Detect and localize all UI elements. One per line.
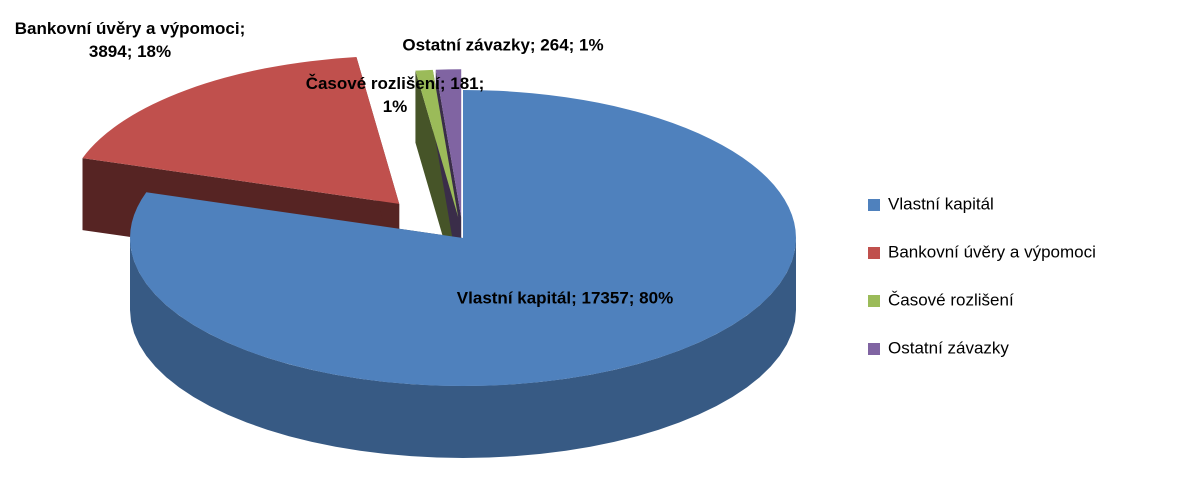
data-label: Časové rozlišení; 181; 1% [305, 74, 485, 116]
data-label: Vlastní kapitál; 17357; 80% [456, 288, 674, 308]
data-label: Ostatní závazky; 264; 1% [402, 35, 604, 55]
legend-label: Vlastní kapitál [888, 194, 994, 213]
legend-swatch [868, 247, 880, 259]
legend: Vlastní kapitál Bankovní úvěry a výpomoci… [868, 194, 1096, 357]
pie-slice [415, 69, 459, 218]
legend-swatch [868, 295, 880, 307]
pie-slice [129, 90, 797, 386]
legend-swatch [868, 199, 880, 211]
data-label: Bankovní úvěry a výpomoci; 3894; 18% [14, 19, 246, 61]
pie-side-face [415, 70, 459, 290]
pie-tops [82, 57, 797, 386]
legend-label: Ostatní závazky [888, 338, 1009, 357]
pie-slice [82, 57, 400, 204]
pie-slice [435, 69, 462, 218]
pie-outer-wall [130, 238, 796, 458]
legend-label: Bankovní úvěry a výpomoci [888, 242, 1096, 261]
legend-swatch [868, 343, 880, 355]
legend-label: Časové rozlišení [888, 290, 1014, 309]
